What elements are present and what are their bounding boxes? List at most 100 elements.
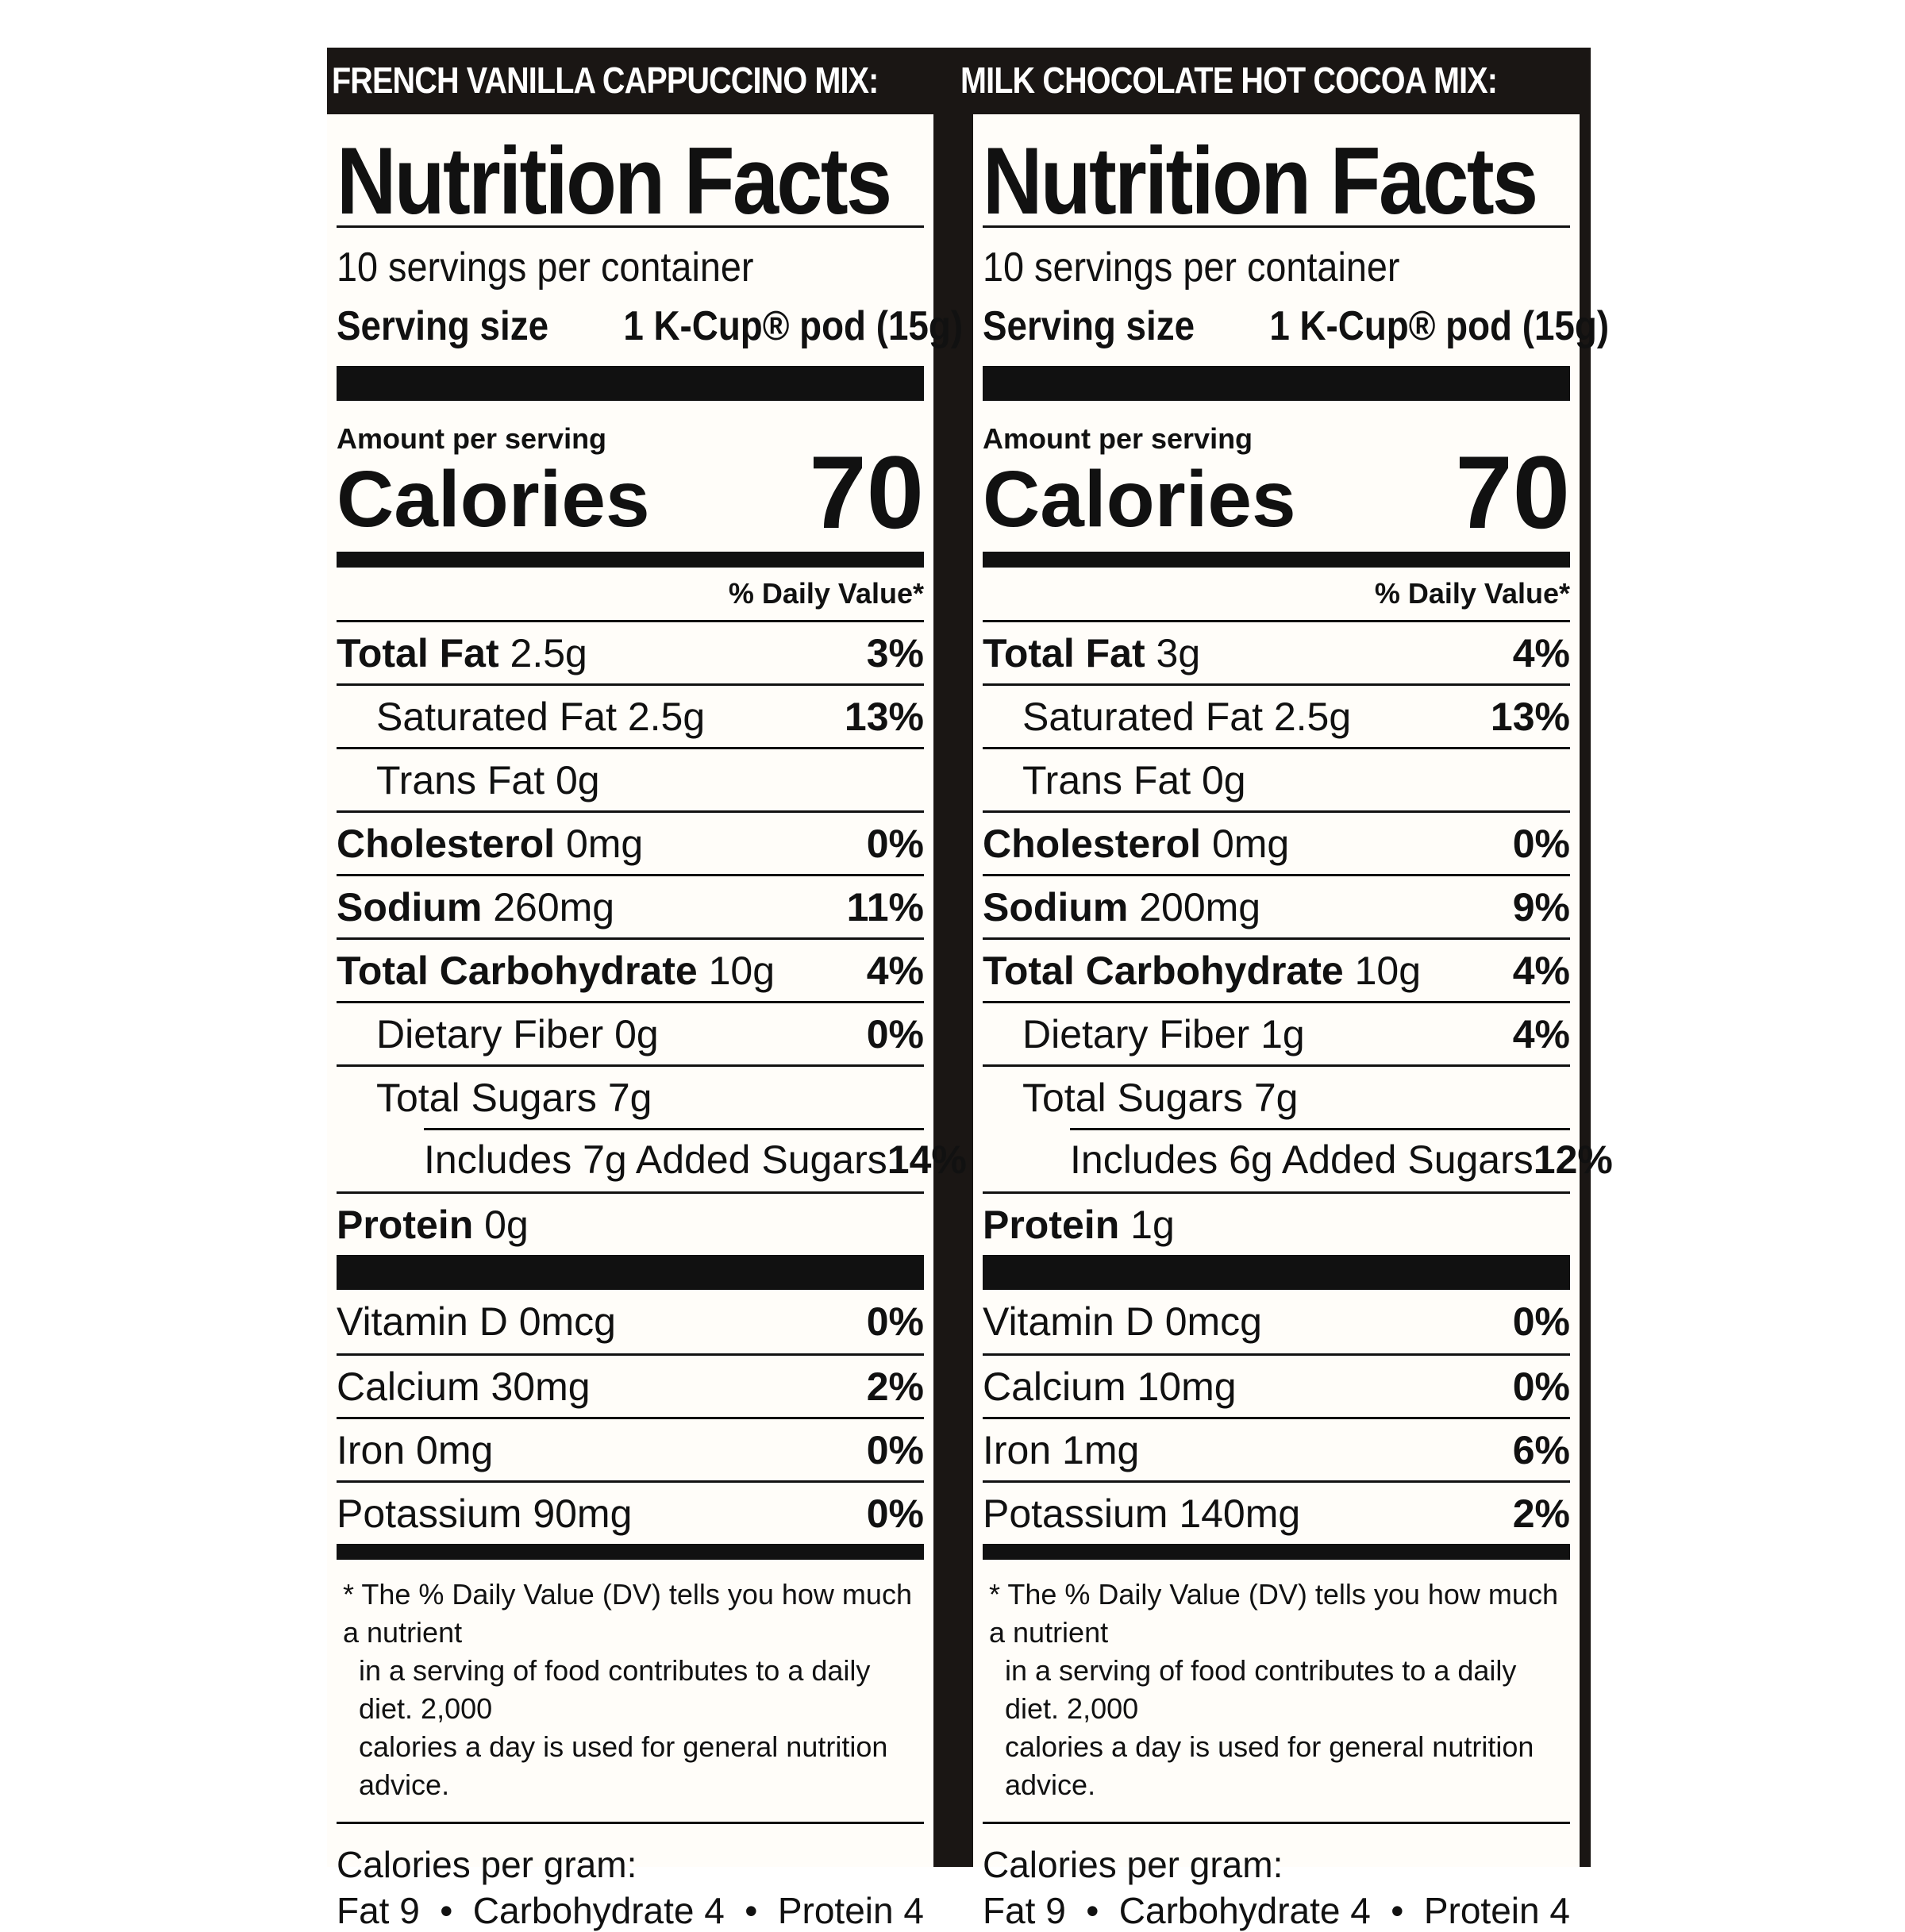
nutrient-name: Total Fat (337, 630, 499, 675)
nutrient-percent: 4% (866, 948, 924, 993)
calories-label: Calories (983, 455, 1296, 544)
nutrient-name: Dietary Fiber 1g (1022, 1011, 1305, 1056)
serving-size: Serving size 1 K-Cup® pod (15g) (983, 303, 1610, 349)
cpg-protein: Protein 4 (1423, 1890, 1570, 1931)
nutrient-amount: 0mg (555, 821, 644, 866)
divider (337, 1822, 924, 1824)
nutrient-amount: 0mg (1201, 821, 1290, 866)
nutrient-amount: 260mg (482, 884, 615, 929)
nutrient-name: Cholesterol (983, 821, 1202, 866)
medium-divider (983, 552, 1570, 568)
nutrient-row-cholesterol: Cholesterol 0mg 0% (983, 810, 1570, 874)
calories-per-gram-values: Fat 9 • Carbohydrate 4 • Protein 4 (983, 1889, 1570, 1932)
nutrient-amount: 1g (1119, 1202, 1175, 1247)
amount-per-serving: Amount per serving (337, 422, 607, 455)
serving-size-label: Serving size (983, 303, 1195, 349)
cpg-separator: • (1391, 1890, 1404, 1931)
nutrient-percent: 3% (866, 630, 924, 675)
nutrient-row-dietary-fiber: Dietary Fiber 0g 0% (337, 1001, 924, 1064)
nutrient-row-trans-fat: Trans Fat 0g (983, 747, 1570, 810)
nutrient-percent: 4% (1512, 1011, 1570, 1056)
nutrient-row-trans-fat: Trans Fat 0g (337, 747, 924, 810)
vitamin-percent: 0% (866, 1299, 924, 1344)
nutrient-name: Dietary Fiber 0g (376, 1011, 659, 1056)
medium-divider (983, 1544, 1570, 1560)
vitamin-name: Vitamin D 0mcg (337, 1299, 616, 1344)
nutrient-name: Trans Fat 0g (1022, 757, 1246, 802)
nutrient-row-total-sugars: Total Sugars 7g (983, 1064, 1570, 1128)
divider (983, 1822, 1570, 1824)
calories-per-gram-values: Fat 9 • Carbohydrate 4 • Protein 4 (337, 1889, 924, 1932)
divider (983, 225, 1570, 228)
nutrient-row-sodium: Sodium 200mg 9% (983, 874, 1570, 937)
daily-value-header: % Daily Value* (728, 577, 924, 610)
cpg-separator: • (440, 1890, 453, 1931)
nutrition-facts-title: Nutrition Facts (337, 128, 892, 234)
cpg-fat: Fat 9 (337, 1890, 420, 1931)
cpg-separator: • (1086, 1890, 1099, 1931)
nutrient-row-saturated-fat: Saturated Fat 2.5g 13% (337, 683, 924, 747)
vitamin-row-d: Vitamin D 0mcg 0% (983, 1290, 1570, 1353)
nutrient-name: Protein (983, 1202, 1120, 1247)
servings-per-container: 10 servings per container (337, 244, 754, 291)
nutrient-percent: 4% (1512, 630, 1570, 675)
vitamin-percent: 2% (1512, 1491, 1570, 1536)
vitamin-percent: 0% (866, 1491, 924, 1536)
nutrient-row-protein: Protein 1g (983, 1191, 1570, 1255)
calories-per-gram-title: Calories per gram: (983, 1844, 1283, 1885)
thick-divider (983, 1255, 1570, 1290)
footnote-line: * The % Daily Value (DV) tells you how m… (343, 1578, 912, 1649)
footnote-line: calories a day is used for general nutri… (1005, 1730, 1534, 1801)
nutrition-panel-french-vanilla: Nutrition Facts 10 servings per containe… (327, 114, 967, 1931)
vitamin-percent: 0% (1512, 1364, 1570, 1409)
nutrient-percent: 0% (866, 821, 924, 866)
cpg-protein: Protein 4 (777, 1890, 924, 1931)
nutrient-name: Trans Fat 0g (376, 757, 600, 802)
nutrient-name: Protein (337, 1202, 474, 1247)
nutrient-percent: 0% (866, 1011, 924, 1056)
nutrient-name: Sodium (337, 884, 483, 929)
nutrient-row-added-sugars: Includes 6g Added Sugars 12% (983, 1128, 1613, 1191)
nutrient-percent: 13% (844, 694, 924, 739)
footnote-line: in a serving of food contributes to a da… (1005, 1654, 1517, 1725)
vitamin-row-potassium: Potassium 140mg 2% (983, 1480, 1570, 1544)
nutrient-name: Total Carbohydrate (983, 948, 1344, 993)
thick-divider (337, 366, 924, 401)
right-product-name: MILK CHOCOLATE HOT COCOA MIX: (960, 60, 1498, 101)
serving-size-value: 1 K-Cup® pod (15g) (623, 303, 964, 349)
vitamin-row-potassium: Potassium 90mg 0% (337, 1480, 924, 1544)
footnote-line: in a serving of food contributes to a da… (359, 1654, 871, 1725)
vitamin-percent: 6% (1512, 1427, 1570, 1472)
nutrient-amount: 10g (1343, 948, 1422, 993)
serving-size: Serving size 1 K-Cup® pod (15g) (337, 306, 964, 347)
amount-per-serving: Amount per serving (983, 422, 1253, 455)
nutrient-row-total-carbohydrate: Total Carbohydrate 10g 4% (983, 937, 1570, 1001)
nutrient-percent: 4% (1512, 948, 1570, 993)
nutrient-name: Total Fat (983, 630, 1145, 675)
vitamin-percent: 2% (866, 1364, 924, 1409)
nutrient-amount: 0g (473, 1202, 529, 1247)
vitamin-name: Iron 0mg (337, 1427, 494, 1472)
nutrient-name: Total Sugars 7g (1022, 1075, 1299, 1120)
serving-size-value: 1 K-Cup® pod (15g) (1269, 303, 1610, 349)
medium-divider (337, 552, 924, 568)
vitamin-row-calcium: Calcium 10mg 0% (983, 1353, 1570, 1417)
nutrient-amount: 10g (697, 948, 775, 993)
calories-value: 70 (1455, 434, 1570, 550)
calories-label: Calories (337, 455, 650, 544)
nutrition-panel-milk-chocolate: Nutrition Facts 10 servings per containe… (973, 114, 1613, 1931)
vitamin-name: Potassium 140mg (983, 1491, 1301, 1536)
nutrition-facts-title: Nutrition Facts (983, 128, 1538, 234)
servings-per-container: 10 servings per container (983, 244, 1400, 291)
nutrient-name: Total Carbohydrate (337, 948, 698, 993)
daily-value-footnote: * The % Daily Value (DV) tells you how m… (337, 1576, 924, 1804)
cpg-fat: Fat 9 (983, 1890, 1066, 1931)
vitamin-name: Potassium 90mg (337, 1491, 633, 1536)
nutrient-name: Includes 7g Added Sugars (424, 1137, 887, 1182)
nutrient-percent: 11% (846, 884, 924, 929)
nutrient-row-added-sugars: Includes 7g Added Sugars 14% (337, 1128, 967, 1191)
nutrient-amount: 2.5g (498, 630, 587, 675)
calories-row: Calories 70 (983, 441, 1570, 544)
nutrient-row-saturated-fat: Saturated Fat 2.5g 13% (983, 683, 1570, 747)
nutrient-name: Cholesterol (337, 821, 556, 866)
